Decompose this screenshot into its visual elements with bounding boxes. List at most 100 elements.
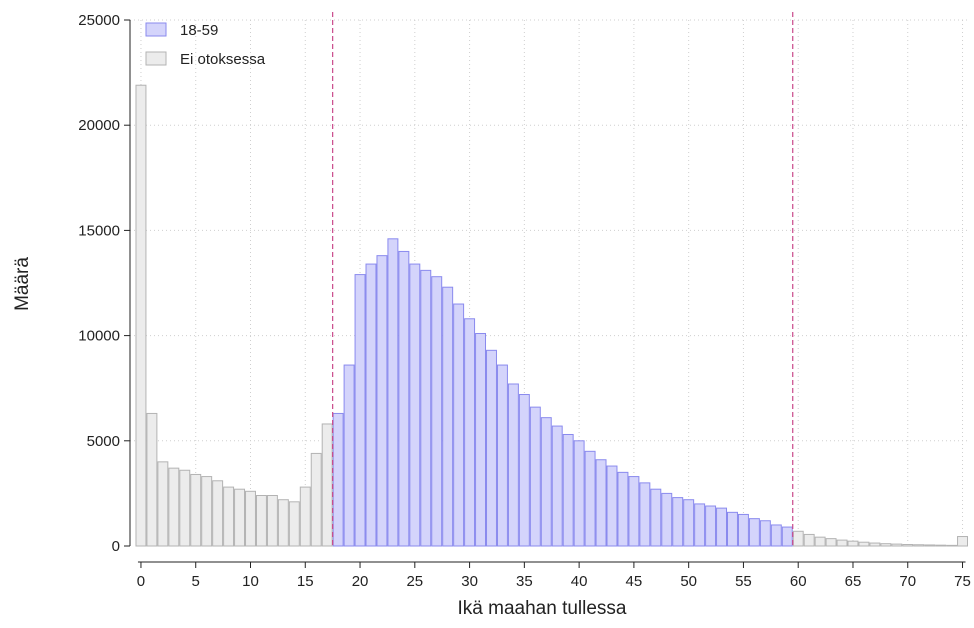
axes: 0 5000 10000 15000 20000 25000 0 5 10 15 20 25 30 35 4…: [78, 12, 971, 590]
bar-ei-otoksessa-1: [146, 412, 158, 547]
y-tick-label: 15000: [78, 222, 120, 239]
x-tick-label: 15: [297, 573, 314, 590]
legend-label-ei-otoksessa: Ei otoksessa: [180, 51, 266, 68]
bar-18-59-54: [727, 511, 738, 547]
bar-18-59-42: [595, 459, 607, 547]
bar-ei-otoksessa-9: [234, 488, 246, 547]
x-tick-label: 5: [192, 573, 200, 590]
bar-ei-otoksessa-70: [902, 544, 914, 547]
bar-ei-otoksessa-8: [223, 486, 235, 547]
bar-ei-otoksessa-63: [825, 538, 837, 547]
bar-ei-otoksessa-67: [869, 542, 881, 547]
x-tick-label: 30: [461, 573, 478, 590]
bar-ei-otoksessa-74: [946, 544, 958, 547]
bar-18-59-47: [650, 488, 662, 547]
bar-18-59-18: [332, 412, 344, 547]
bar-ei-otoksessa-11: [255, 495, 267, 547]
bar-ei-otoksessa-7: [212, 480, 224, 547]
x-tick-label: 60: [790, 573, 807, 590]
bar-ei-otoksessa-4: [179, 469, 191, 547]
bar-18-59-49: [672, 497, 684, 547]
bar-ei-otoksessa-65: [847, 540, 859, 547]
bar-18-59-48: [661, 492, 673, 547]
bar-18-59-51: [694, 503, 706, 547]
bar-18-59-37: [540, 417, 552, 547]
bar-18-59-19: [343, 364, 355, 547]
x-tick-label: 65: [845, 573, 862, 590]
reference-lines: [332, 12, 794, 546]
bar-ei-otoksessa-61: [803, 533, 815, 547]
bar-ei-otoksessa-68: [880, 543, 892, 547]
y-tick-label: 0: [112, 538, 120, 555]
y-axis-title: Määrä: [12, 257, 33, 311]
bar-ei-otoksessa-75: [957, 536, 969, 547]
x-tick-label: 70: [899, 573, 916, 590]
x-tick-label: 25: [406, 573, 423, 590]
legend-label-18-59: 18-59: [180, 22, 218, 39]
x-tick-label: 40: [571, 573, 588, 590]
x-tick-label: 35: [516, 573, 533, 590]
bar-ei-otoksessa-66: [858, 541, 870, 547]
bar-ei-otoksessa-60: [792, 530, 804, 547]
bar-18-59-41: [584, 450, 596, 547]
bar-18-59-22: [376, 255, 388, 547]
bar-18-59-23: [387, 238, 399, 547]
bar-18-59-56: [748, 518, 760, 547]
bar-ei-otoksessa-73: [935, 544, 947, 547]
bar-ei-otoksessa-64: [836, 539, 848, 547]
bar-18-59-38: [551, 425, 563, 547]
bar-18-59-39: [562, 433, 574, 547]
x-tick-label: 75: [954, 573, 971, 590]
bar-18-59-40: [573, 440, 585, 547]
bar-ei-otoksessa-5: [190, 473, 202, 547]
bar-18-59-44: [617, 471, 629, 547]
bar-18-59-36: [529, 406, 541, 547]
bar-ei-otoksessa-62: [814, 536, 826, 547]
x-tick-label: 20: [352, 573, 369, 590]
bar-18-59-31: [475, 332, 487, 547]
bar-ei-otoksessa-13: [277, 499, 289, 547]
bar-18-59-28: [442, 286, 454, 547]
bar-ei-otoksessa-2: [157, 461, 169, 547]
bar-18-59-45: [628, 476, 640, 547]
legend-swatch-18-59: [145, 22, 167, 37]
bar-18-59-27: [431, 276, 443, 547]
bar-18-59-46: [639, 482, 651, 547]
bar-18-59-43: [606, 465, 618, 547]
bar-18-59-57: [759, 520, 771, 547]
bar-ei-otoksessa-14: [288, 501, 300, 547]
bar-ei-otoksessa-12: [266, 495, 278, 547]
x-tick-label: 10: [242, 573, 259, 590]
bar-18-59-21: [365, 263, 377, 547]
bar-18-59-35: [518, 394, 530, 547]
bar-ei-otoksessa-72: [924, 544, 936, 547]
bars: [135, 84, 969, 547]
bar-18-59-25: [409, 263, 421, 547]
x-tick-label: 0: [137, 573, 145, 590]
bar-18-59-24: [398, 250, 410, 547]
bar-ei-otoksessa-10: [245, 490, 256, 547]
bar-ei-otoksessa-6: [201, 476, 213, 547]
bar-ei-otoksessa-17: [321, 423, 333, 547]
bar-18-59-59: [781, 526, 793, 547]
bar-ei-otoksessa-15: [299, 486, 311, 547]
bar-ei-otoksessa-0: [135, 84, 147, 547]
bar-18-59-20: [354, 274, 366, 547]
y-tick-label: 5000: [87, 433, 120, 450]
bar-18-59-55: [737, 513, 749, 547]
y-tick-label: 25000: [78, 12, 120, 29]
x-tick-label: 45: [626, 573, 643, 590]
bar-18-59-32: [486, 349, 497, 547]
bar-18-59-26: [420, 269, 432, 547]
bar-18-59-29: [453, 303, 465, 547]
x-tick-label: 55: [735, 573, 752, 590]
bar-18-59-34: [507, 383, 519, 547]
x-axis-title: Ikä maahan tullessa: [458, 598, 627, 619]
bar-18-59-58: [770, 524, 782, 547]
bar-18-59-53: [716, 507, 728, 547]
y-tick-label: 20000: [78, 117, 120, 134]
bar-ei-otoksessa-71: [913, 544, 925, 547]
bar-ei-otoksessa-3: [168, 467, 180, 547]
y-tick-label: 10000: [78, 328, 120, 345]
